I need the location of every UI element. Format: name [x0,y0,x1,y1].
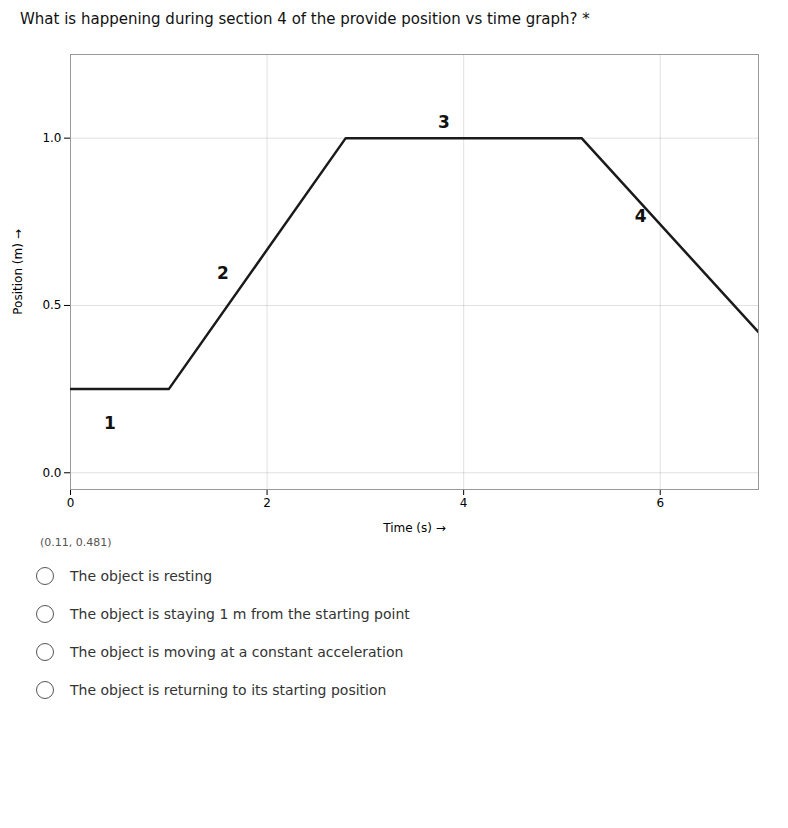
html-text:What is happening during secti: What is happening during section 4 of th… [20,10,590,28]
svg-text:4: 4 [635,206,647,226]
html-text:(0.11, 0.481): (0.11, 0.481) [40,536,112,549]
svg-text:4: 4 [460,496,468,510]
html-text:The object is staying 1 m from: The object is staying 1 m from the start… [70,606,410,622]
svg-text:0.0: 0.0 [42,466,61,480]
svg-text:0: 0 [67,496,75,510]
svg-text:Position (m) →: Position (m) → [11,229,25,314]
svg-text:3: 3 [438,112,450,132]
svg-text:1.0: 1.0 [42,131,61,145]
svg-text:0.5: 0.5 [42,298,61,312]
svg-text:6: 6 [656,496,664,510]
html-text:The object is moving at a cons: The object is moving at a constant accel… [70,644,404,660]
html-text:The object is returning to its: The object is returning to its starting … [70,682,387,698]
html-text:The object is resting: The object is resting [70,568,213,584]
svg-text:2: 2 [217,263,229,283]
svg-text:Time (s) →: Time (s) → [382,521,446,535]
svg-text:1: 1 [104,413,116,433]
svg-text:2: 2 [263,496,271,510]
